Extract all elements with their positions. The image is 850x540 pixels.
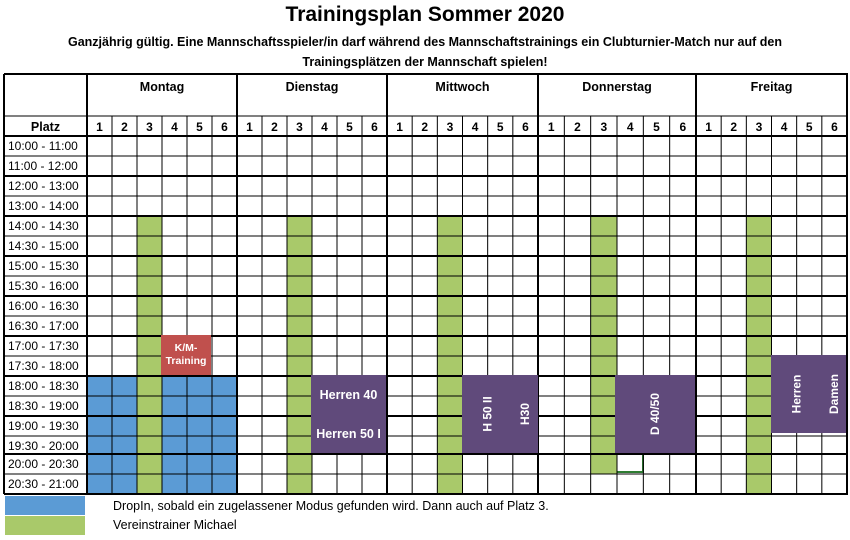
block-h50-ii: H 50 II bbox=[462, 375, 513, 453]
day-header-freitag: Freitag bbox=[750, 80, 793, 94]
time-slot-label: 19:00 - 19:30 bbox=[8, 419, 79, 433]
court-number: 3 bbox=[755, 120, 763, 134]
court-number: 1 bbox=[547, 120, 555, 134]
court-number: 5 bbox=[346, 120, 353, 134]
platz-label: Platz bbox=[30, 120, 61, 134]
time-slot-label: 19:30 - 20:00 bbox=[8, 439, 79, 453]
court-number: 2 bbox=[271, 120, 278, 134]
court-number: 6 bbox=[371, 120, 378, 134]
trainer-block bbox=[746, 216, 772, 494]
court-number: 4 bbox=[626, 120, 634, 134]
legend-label-green: Vereinstrainer Michael bbox=[113, 518, 237, 532]
court-number: 4 bbox=[321, 120, 328, 134]
time-slot-label: 15:00 - 15:30 bbox=[8, 259, 79, 273]
court-number: 5 bbox=[496, 120, 504, 134]
time-slot-label: 14:00 - 14:30 bbox=[8, 219, 79, 233]
court-number: 2 bbox=[421, 120, 429, 134]
trainer-block bbox=[287, 216, 312, 494]
day-header-dienstag: Dienstag bbox=[285, 80, 339, 94]
court-number: 5 bbox=[653, 120, 660, 134]
time-slot-label: 16:00 - 16:30 bbox=[8, 299, 79, 313]
court-number: 1 bbox=[246, 120, 253, 134]
court-number: 4 bbox=[780, 120, 788, 134]
court-number: 6 bbox=[679, 120, 687, 134]
court-number: 5 bbox=[805, 120, 813, 134]
court-number: 4 bbox=[171, 120, 178, 134]
court-number: 6 bbox=[221, 120, 228, 134]
court-number: 4 bbox=[471, 120, 479, 134]
time-slot-label: 17:00 - 17:30 bbox=[8, 339, 79, 353]
legend-label-blue: DropIn, sobald ein zugelassener Modus ge… bbox=[113, 499, 549, 513]
day-header-donnerstag: Donnerstag bbox=[582, 80, 652, 94]
time-slot-label: 14:30 - 15:00 bbox=[8, 239, 79, 253]
court-number: 1 bbox=[705, 120, 712, 134]
block-herren-label: Herren bbox=[789, 374, 803, 414]
block-damen-label: Damen bbox=[826, 373, 841, 415]
trainer-block bbox=[137, 216, 162, 494]
day-header-mittwoch: Mittwoch bbox=[435, 80, 490, 94]
court-number: 6 bbox=[522, 120, 529, 134]
court-number: 3 bbox=[146, 120, 153, 134]
block-damen: Damen bbox=[821, 355, 846, 433]
time-slot-label: 12:00 - 13:00 bbox=[8, 179, 79, 193]
block-d4050: D 40/50 bbox=[615, 375, 695, 453]
court-number: 1 bbox=[396, 120, 403, 134]
time-slot-label: 20:30 - 21:00 bbox=[8, 477, 79, 491]
court-number: 5 bbox=[196, 120, 203, 134]
time-slot-label: 16:30 - 17:00 bbox=[8, 319, 79, 333]
trainer-block bbox=[437, 216, 463, 494]
block-km-training: K/M-Training bbox=[161, 335, 211, 375]
time-slot-label: 13:00 - 14:00 bbox=[8, 199, 79, 213]
court-number: 2 bbox=[121, 120, 128, 134]
block-km-training-label: K/M-Training bbox=[165, 342, 207, 367]
block-h50-ii-label: H 50 II bbox=[480, 396, 495, 432]
block-herren: Herren bbox=[771, 355, 821, 433]
block-herren-50-label: Herren 50 I bbox=[316, 426, 381, 441]
day-header-montag: Montag bbox=[139, 80, 185, 94]
time-slot-label: 15:30 - 16:00 bbox=[8, 279, 79, 293]
legend-swatch-blue bbox=[5, 496, 85, 515]
court-number: 6 bbox=[831, 120, 838, 134]
time-slot-label: 20:00 - 20:30 bbox=[8, 457, 79, 471]
block-herren-40-label: Herren 40 bbox=[319, 387, 378, 402]
trainer-block bbox=[590, 216, 617, 474]
court-number: 2 bbox=[574, 120, 581, 134]
court-number: 1 bbox=[96, 120, 103, 134]
time-slot-label: 10:00 - 11:00 bbox=[8, 139, 78, 153]
time-slot-label: 17:30 - 18:00 bbox=[8, 359, 79, 373]
court-number: 2 bbox=[730, 120, 738, 134]
block-d4050-label: D 40/50 bbox=[648, 392, 662, 436]
block-h30-label: H30 bbox=[518, 402, 533, 426]
court-number: 3 bbox=[296, 120, 303, 134]
court-number: 3 bbox=[446, 120, 454, 134]
block-herren-40-50: Herren 40 Herren 50 I bbox=[311, 375, 386, 453]
time-slot-label: 18:00 - 18:30 bbox=[8, 379, 79, 393]
page-title: Trainingsplan Sommer 2020 bbox=[285, 3, 565, 26]
legend-swatch-green bbox=[5, 516, 85, 535]
block-h30: H30 bbox=[513, 375, 538, 453]
time-slot-label: 18:30 - 19:00 bbox=[8, 399, 79, 413]
time-slot-label: 11:00 - 12:00 bbox=[8, 159, 78, 173]
page-subtitle: Ganzjährig gültig. Eine Mannschaftsspiel… bbox=[68, 35, 782, 69]
court-number: 3 bbox=[600, 120, 608, 134]
